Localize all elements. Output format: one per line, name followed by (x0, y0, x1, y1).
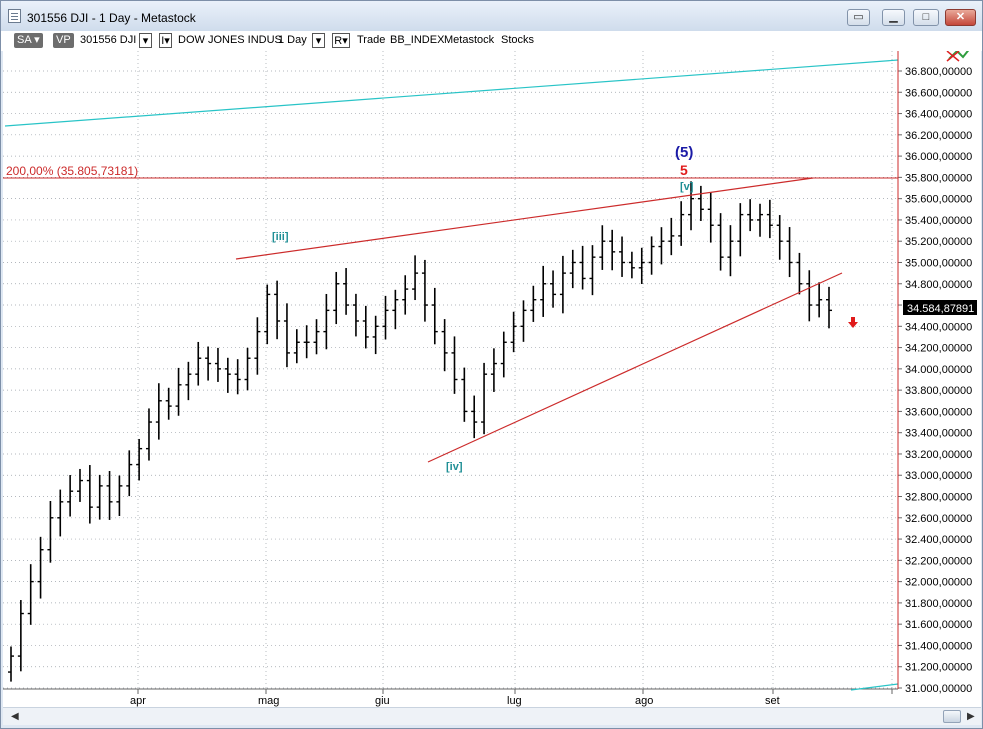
y-tick-label: 33.400,00000 (905, 428, 972, 440)
y-tick-label: 31.800,00000 (905, 598, 972, 610)
y-tick-label: 35.400,00000 (905, 215, 972, 227)
y-tick-label: 35.800,00000 (905, 172, 972, 184)
y-tick-label: 35.200,00000 (905, 236, 972, 248)
price-bars (8, 181, 832, 682)
x-tick-label: mag (258, 695, 279, 707)
symbol-label[interactable]: 301556 DJI (80, 34, 137, 46)
y-tick-label: 32.800,00000 (905, 492, 972, 504)
y-tick-label: 33.800,00000 (905, 385, 972, 397)
y-axis: 36.800,00000 36.600,00000 36.400,00000 36.2… (898, 66, 972, 695)
y-tick-label: 33.200,00000 (905, 449, 972, 461)
lower-wedge-line[interactable] (427, 272, 843, 463)
y-tick-label: 31.400,00000 (905, 640, 972, 652)
y-tick-label: 36.200,00000 (905, 130, 972, 142)
fib-label: 200,00% (35.805,73181) (6, 164, 138, 178)
y-tick-label: 36.400,00000 (905, 109, 972, 121)
cyan-trendline-lower[interactable] (850, 683, 899, 691)
horizontal-scrollbar[interactable]: ◀ ▶ (3, 707, 981, 725)
y-tick-label: 31.000,00000 (905, 683, 972, 695)
wave-5-paren-label: (5) (675, 144, 693, 161)
sa-label: SA (17, 34, 32, 46)
upper-wedge-line[interactable] (235, 177, 814, 260)
vp-button[interactable]: VP (53, 33, 74, 48)
y-tick-label: 36.000,00000 (905, 151, 972, 163)
y-tick-label: 34.800,00000 (905, 279, 972, 291)
y-tick-label: 32.000,00000 (905, 577, 972, 589)
wave-iv-label: [iv] (446, 461, 463, 473)
minimize-icon[interactable]: ▁ (882, 9, 905, 26)
close-icon[interactable]: ✕ (945, 9, 976, 26)
r-dropdown[interactable]: R▾ (332, 33, 350, 48)
last-price-marker: 34.584,87891 (903, 300, 977, 315)
app-icon[interactable] (8, 9, 21, 23)
sell-arrow-icon[interactable] (848, 317, 858, 328)
y-tick-label: 33.000,00000 (905, 470, 972, 482)
period-label[interactable]: 1 Day (278, 34, 307, 46)
index-label[interactable]: BB_INDEX (390, 34, 445, 46)
wave-v-label: [v] (680, 181, 694, 193)
y-tick-label: 34.400,00000 (905, 321, 972, 333)
y-tick-label: 32.400,00000 (905, 534, 972, 546)
maximize-icon[interactable]: □ (913, 9, 939, 26)
restore-icon[interactable]: ▭ (847, 9, 870, 26)
scroll-thumb[interactable] (943, 710, 961, 723)
last-price-value: 34.584,87891 (907, 303, 974, 315)
chart-background (3, 51, 981, 708)
y-tick-label: 35.000,00000 (905, 257, 972, 269)
y-tick-label: 34.000,00000 (905, 364, 972, 376)
r-label: R (334, 35, 343, 47)
y-tick-label: 32.200,00000 (905, 555, 972, 567)
x-tick-label: giu (375, 695, 390, 707)
dropdown-icon[interactable]: ▾ (139, 33, 152, 48)
title-bar[interactable]: 301556 DJI - 1 Day - Metastock ▭ ▁ □ ✕ (1, 1, 982, 31)
category-label[interactable]: Stocks (501, 34, 535, 46)
y-tick-label: 33.600,00000 (905, 406, 972, 418)
period-dropdown-icon[interactable]: ▾ (312, 33, 325, 48)
y-tick-label: 32.600,00000 (905, 513, 972, 525)
wave-5-label: 5 (680, 162, 688, 178)
expert-icon[interactable] (946, 51, 971, 62)
interval-toggle[interactable]: I▾ (159, 33, 172, 48)
x-tick-label: ago (635, 695, 653, 707)
y-tick-label: 31.200,00000 (905, 662, 972, 674)
x-axis: apr mag giu lug ago set (3, 688, 898, 707)
chart-toolbar: SA ▾ VP 301556 DJI ▾ I▾ DOW JONES INDUS … (1, 31, 982, 51)
y-tick-label: 31.600,00000 (905, 619, 972, 631)
window-title: 301556 DJI - 1 Day - Metastock (27, 11, 196, 25)
scroll-left-icon[interactable]: ◀ (11, 711, 19, 722)
scroll-right-icon[interactable]: ▶ (967, 711, 975, 722)
vp-label: VP (56, 34, 71, 46)
x-tick-label: set (765, 695, 780, 707)
y-tick-label: 34.200,00000 (905, 343, 972, 355)
y-tick-label: 35.600,00000 (905, 194, 972, 206)
mode-label[interactable]: Trade (357, 34, 386, 46)
y-tick-label: 36.600,00000 (905, 87, 972, 99)
cyan-trendline[interactable] (4, 59, 899, 127)
security-name[interactable]: DOW JONES INDUS (178, 34, 282, 46)
y-tick-label: 36.800,00000 (905, 66, 972, 78)
source-label[interactable]: Metastock (444, 34, 495, 46)
x-tick-label: apr (130, 695, 146, 707)
x-tick-label: lug (507, 695, 522, 707)
price-chart[interactable]: apr mag giu lug ago set 36.800,00000 36.600,00… (1, 51, 983, 709)
wave-iii-label: [iii] (272, 231, 289, 243)
sa-button[interactable]: SA ▾ (14, 33, 43, 48)
